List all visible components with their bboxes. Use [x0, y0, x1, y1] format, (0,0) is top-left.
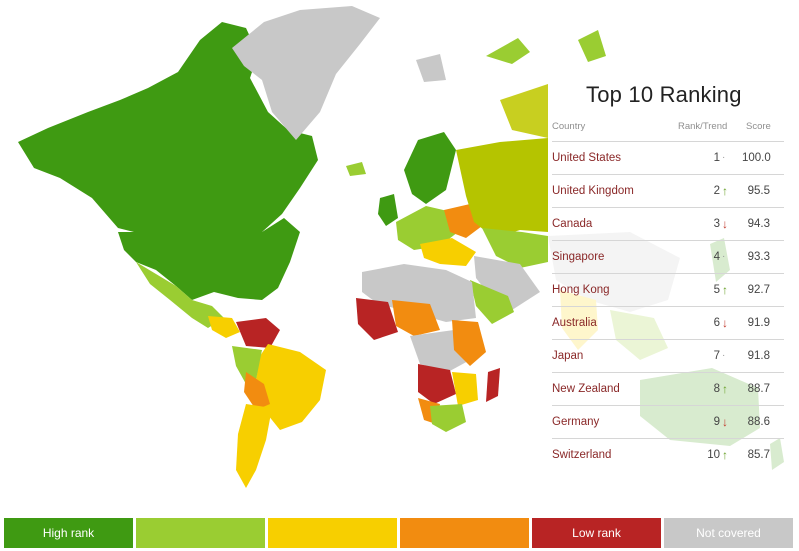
trend-up-icon: ↑ — [722, 382, 728, 396]
score-value: 100.0 — [742, 152, 771, 164]
region-scandinavia[interactable] — [404, 132, 456, 204]
country-link[interactable]: Japan — [552, 350, 584, 362]
score-value: 88.6 — [747, 416, 770, 428]
trend-up-icon: ↑ — [722, 448, 728, 462]
score-value: 95.5 — [747, 185, 770, 197]
country-link[interactable]: Singapore — [552, 251, 605, 263]
trend-same-icon: · — [722, 350, 726, 361]
region-north-africa[interactable] — [362, 264, 476, 322]
country-link[interactable]: New Zealand — [552, 383, 620, 395]
region-canada-alaska[interactable] — [18, 22, 318, 236]
score-value: 92.7 — [747, 284, 770, 296]
map-legend: High rank Low rank Not covered — [4, 518, 794, 548]
trend-up-icon: ↑ — [722, 184, 728, 198]
rank-value: 7 — [713, 350, 720, 362]
country-link[interactable]: United States — [552, 152, 622, 164]
column-header-country: Country — [552, 121, 586, 132]
region-iceland[interactable] — [346, 162, 366, 176]
ranking-row[interactable]: Australia 6 ↓ 91.9 — [552, 306, 784, 339]
region-far-east-islands[interactable] — [578, 30, 606, 62]
region-southern-europe[interactable] — [420, 238, 476, 266]
region-siberia-east[interactable] — [500, 84, 548, 138]
column-header-score: Score — [746, 121, 771, 132]
legend-low-mid[interactable] — [400, 518, 529, 548]
country-link[interactable]: Canada — [552, 218, 593, 230]
region-greenland[interactable] — [232, 6, 380, 140]
rank-value: 1 — [713, 152, 720, 164]
region-congo-angola[interactable] — [418, 364, 456, 404]
score-value: 88.7 — [747, 383, 770, 395]
rank-value: 3 — [713, 218, 720, 230]
region-middle-east[interactable] — [474, 256, 540, 310]
region-mexico[interactable] — [136, 262, 224, 328]
region-western-europe[interactable] — [396, 206, 458, 250]
trend-up-icon: ↑ — [722, 283, 728, 297]
trend-down-icon: ↓ — [722, 415, 728, 429]
score-value: 93.3 — [747, 251, 770, 263]
region-andes[interactable] — [232, 346, 262, 384]
ranking-row[interactable]: United Kingdom 2 ↑ 95.5 — [552, 174, 784, 207]
legend-high-rank[interactable]: High rank — [4, 518, 133, 548]
trend-same-icon: · — [722, 152, 726, 163]
legend-high-mid[interactable] — [136, 518, 265, 548]
country-link[interactable]: Germany — [552, 416, 600, 428]
legend-low-rank[interactable]: Low rank — [532, 518, 661, 548]
country-link[interactable]: United Kingdom — [552, 185, 634, 197]
region-arctic-islands[interactable] — [486, 38, 530, 64]
legend-not-covered[interactable]: Not covered — [664, 518, 793, 548]
score-value: 94.3 — [747, 218, 770, 230]
ranking-row[interactable]: New Zealand 8 ↑ 88.7 — [552, 372, 784, 405]
trend-down-icon: ↓ — [722, 217, 728, 231]
rank-value: 2 — [713, 185, 720, 197]
region-peru-bolivia[interactable] — [244, 372, 270, 410]
ranking-header: Country Rank/Trend Score — [552, 121, 784, 135]
ranking-row[interactable]: Canada 3 ↓ 94.3 — [552, 207, 784, 240]
region-venezuela-colombia[interactable] — [236, 318, 280, 348]
ranking-row[interactable]: Hong Kong 5 ↑ 92.7 — [552, 273, 784, 306]
top-ranking-panel: Top 10 Ranking Country Rank/Trend Score … — [548, 80, 790, 480]
trend-same-icon: · — [722, 251, 726, 262]
region-south-africa[interactable] — [430, 404, 466, 432]
ranking-row[interactable]: Switzerland 10 ↑ 85.7 — [552, 438, 784, 471]
region-svalbard[interactable] — [416, 54, 446, 82]
region-sahel[interactable] — [392, 300, 440, 336]
region-uk[interactable] — [378, 194, 398, 226]
region-usa[interactable] — [118, 218, 300, 300]
region-southern-africa-mid[interactable] — [452, 372, 478, 406]
region-west-africa[interactable] — [356, 298, 398, 340]
world-map — [18, 6, 784, 488]
region-central-america[interactable] — [208, 316, 240, 338]
ranking-row[interactable]: Germany 9 ↓ 88.6 — [552, 405, 784, 438]
region-russia[interactable] — [456, 138, 548, 238]
score-value: 91.8 — [747, 350, 770, 362]
trend-down-icon: ↓ — [722, 316, 728, 330]
region-arabia[interactable] — [470, 280, 514, 324]
region-central-asia[interactable] — [482, 228, 548, 268]
score-value: 91.9 — [747, 317, 770, 329]
score-value: 85.7 — [747, 449, 770, 461]
column-header-rank-trend: Rank/Trend — [678, 121, 728, 132]
legend-mid[interactable] — [268, 518, 397, 548]
rank-value: 4 — [713, 251, 720, 263]
region-madagascar[interactable] — [486, 368, 500, 402]
rank-value: 6 — [713, 317, 720, 329]
rank-value: 5 — [713, 284, 720, 296]
country-link[interactable]: Hong Kong — [552, 284, 610, 296]
rank-value: 10 — [707, 449, 720, 461]
rank-value: 8 — [713, 383, 720, 395]
ranking-row[interactable]: Japan 7 · 91.8 — [552, 339, 784, 372]
region-argentina-chile[interactable] — [236, 404, 272, 488]
ranking-rows: United States 1 · 100.0 United Kingdom 2… — [552, 141, 784, 471]
region-east-africa[interactable] — [452, 320, 486, 366]
region-brazil[interactable] — [256, 344, 326, 430]
country-link[interactable]: Switzerland — [552, 449, 612, 461]
ranking-row[interactable]: United States 1 · 100.0 — [552, 141, 784, 174]
rank-value: 9 — [713, 416, 720, 428]
ranking-title: Top 10 Ranking — [586, 82, 742, 107]
ranking-row[interactable]: Singapore 4 · 93.3 — [552, 240, 784, 273]
country-link[interactable]: Australia — [552, 317, 597, 329]
